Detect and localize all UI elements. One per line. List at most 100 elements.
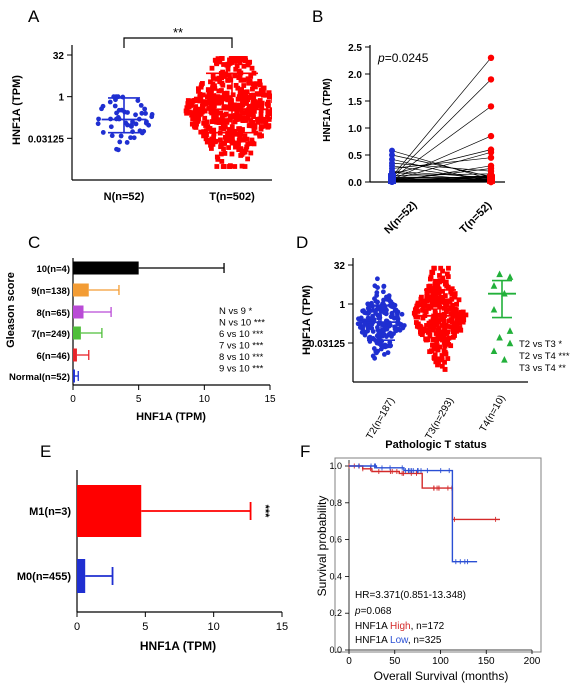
panel-a-point: [258, 108, 264, 114]
panel-c-bar: [73, 348, 77, 362]
panel-a-point: [245, 113, 251, 119]
panel-a-point: [197, 91, 203, 97]
panel-b-pair-line: [391, 151, 492, 181]
panel-d-point: [442, 359, 447, 365]
panel-b-xtick-T: T(n=52): [458, 199, 495, 236]
panel-a-point: [241, 115, 246, 121]
panel-a-point: [244, 136, 250, 142]
panel-b-ytick-label: 2.0: [348, 70, 362, 81]
panel-a-point: [213, 109, 219, 115]
panel-d-point: [420, 315, 426, 321]
panel-d-point: [432, 352, 438, 358]
panel-d-point: [450, 302, 455, 308]
panel-d-point: [449, 286, 455, 292]
panel-a-point: [241, 63, 247, 69]
panel-d-point: [394, 313, 400, 319]
panel-a-point: [215, 94, 221, 100]
panel-a-point: [219, 56, 224, 61]
panel-d-point: [436, 300, 442, 306]
panel-a-point: [248, 123, 253, 128]
panel-a-point: [210, 73, 216, 79]
panel-a-point: [226, 73, 232, 78]
panel-a-point: [246, 103, 252, 109]
panel-a-point: [240, 102, 246, 108]
panel-c-xtick-label: 15: [264, 394, 276, 405]
panel-d-point: [380, 289, 386, 295]
panel-d-point: [458, 309, 464, 315]
panel-a-point: [138, 102, 144, 108]
panel-a-point: [250, 111, 255, 117]
panel-a-point: [234, 111, 240, 117]
panel-d-point: [446, 342, 452, 347]
panel-d-ytick-label: 32: [334, 261, 346, 272]
panel-f-ytick-label: 0.8: [329, 498, 342, 508]
panel-a-point: [244, 89, 250, 95]
panel-d-ylabel: HNF1A (TPM): [301, 285, 313, 355]
panel-a-point: [198, 129, 204, 135]
panel-a-point: [210, 76, 216, 81]
panel-a-point: [250, 123, 256, 129]
panel-d-point: [443, 279, 449, 285]
panel-d-point: [490, 305, 498, 313]
panel-a-point: [266, 123, 272, 128]
panel-a-point: [209, 119, 215, 124]
panel-a-point: [186, 104, 192, 110]
panel-d-point: [424, 303, 430, 309]
panel-d-point: [440, 298, 446, 304]
panel-d-point: [438, 357, 444, 363]
panel-c-category-label: 7(n=249): [31, 329, 70, 340]
panel-d-point: [426, 329, 432, 335]
panel-d-point: [450, 308, 456, 313]
panel-b-ylabel: HNF1A (TPM): [322, 78, 333, 142]
panel-a-point: [259, 104, 265, 110]
panel-d-point: [369, 315, 375, 321]
panel-d-point: [445, 274, 451, 280]
panel-a-point: [235, 96, 241, 102]
panel-c-comparison: 7 vs 10 ***: [219, 341, 264, 352]
panel-a-point: [201, 129, 207, 135]
panel-a-point: [229, 135, 235, 141]
panel-a-point: [249, 65, 255, 71]
panel-label-c: C: [28, 233, 40, 252]
panel-a-point: [129, 122, 134, 128]
panel-a-point: [221, 62, 226, 67]
panel-d-point: [387, 322, 393, 328]
panel-a-point: [118, 133, 124, 139]
panel-a-point: [242, 133, 248, 139]
panel-a-point: [229, 151, 235, 157]
panel-a-point: [248, 92, 254, 98]
panel-d-point: [376, 315, 382, 321]
panel-a-point: [236, 147, 242, 153]
panel-a-point: [257, 116, 263, 122]
panel-label-a: A: [28, 7, 40, 26]
panel-a-point: [192, 108, 198, 113]
panel-e-category-label: M1(n=3): [29, 506, 71, 518]
panel-a-point: [124, 140, 130, 145]
panel-f-hr: HR=3.371(0.851-13.348): [355, 590, 466, 601]
panel-d-point: [373, 349, 379, 355]
panel-d-point: [434, 296, 440, 302]
panel-a-point: [264, 101, 270, 107]
panel-a-point: [202, 108, 208, 114]
panel-d-point: [427, 276, 433, 282]
panel-a-point: [133, 121, 139, 127]
panel-a-point: [109, 133, 115, 139]
panel-a-point: [198, 109, 204, 115]
panel-d-point: [446, 265, 451, 271]
panel-d-point: [381, 283, 387, 289]
panel-c-category-label: Normal(n=52): [9, 372, 70, 383]
panel-d-point: [427, 283, 433, 289]
panel-f-survival-curve: [349, 465, 500, 521]
panel-d-point: [445, 339, 451, 345]
panel-b-point-T: [487, 178, 495, 183]
panel-d-point: [385, 350, 391, 356]
panel-a-point: [227, 76, 233, 82]
panel-d-point: [426, 320, 432, 326]
panel-d-point: [430, 337, 436, 343]
panel-d-xtick-T3: T3(n=293): [423, 396, 456, 442]
panel-c-comparison: 8 vs 10 ***: [219, 352, 264, 363]
panel-e-xtick-label: 0: [74, 621, 80, 633]
panel-d-point: [418, 296, 424, 302]
panel-a-point: [249, 137, 255, 143]
panel-d-point: [456, 297, 462, 303]
